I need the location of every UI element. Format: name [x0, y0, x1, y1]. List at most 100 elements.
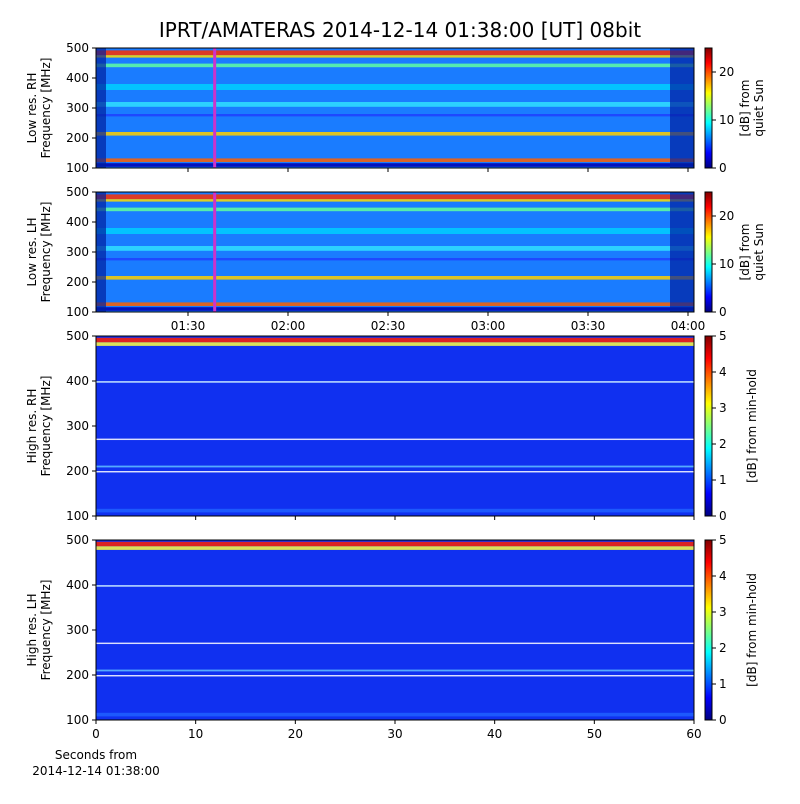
spectrogram-band — [96, 207, 694, 212]
x-tick-label: 60 — [686, 727, 701, 741]
y-tick-label: 400 — [66, 215, 89, 229]
spectrogram-band — [96, 228, 694, 234]
spectrogram-band — [96, 102, 694, 107]
colorbar-label: quiet Sun — [752, 223, 766, 280]
y-tick-label: 100 — [66, 713, 89, 727]
y-axis-label: Frequency [MHz] — [39, 376, 53, 477]
spectrogram-band — [96, 585, 694, 587]
y-tick-label: 300 — [66, 245, 89, 259]
colorbar-tick-label: 4 — [719, 365, 727, 379]
x-tick-label: 02:00 — [271, 319, 306, 333]
spectrogram-band — [96, 381, 694, 383]
spectrogram-edge — [96, 192, 106, 312]
colorbar-tick-label: 5 — [719, 329, 727, 343]
colorbar-tick-label: 3 — [719, 401, 727, 415]
colorbar-tick-label: 0 — [719, 161, 727, 175]
colorbar-label: [dB] from — [738, 224, 752, 281]
colorbar-tick-label: 2 — [719, 641, 727, 655]
y-axis-label: Low res. RH — [25, 73, 39, 144]
colorbar-tick-label: 4 — [719, 569, 727, 583]
x-tick-label: 50 — [587, 727, 602, 741]
spectrogram-band — [96, 132, 694, 136]
y-tick-label: 200 — [66, 131, 89, 145]
spectrogram-band — [96, 337, 694, 343]
spectrogram-band — [96, 50, 694, 56]
y-tick-label: 400 — [66, 71, 89, 85]
colorbar-tick-label: 20 — [719, 209, 734, 223]
colorbar-tick-label: 10 — [719, 113, 734, 127]
colorbar — [704, 191, 713, 313]
x-tick-label: 02:30 — [371, 319, 406, 333]
y-axis-label: Frequency [MHz] — [39, 58, 53, 159]
y-tick-label: 300 — [66, 419, 89, 433]
y-axis-label: Frequency [MHz] — [39, 580, 53, 681]
y-tick-label: 300 — [66, 623, 89, 637]
spectrogram-band — [96, 84, 694, 90]
y-tick-label: 300 — [66, 101, 89, 115]
colorbar-tick-label: 5 — [719, 533, 727, 547]
y-tick-label: 400 — [66, 374, 89, 388]
colorbar-tick-label: 0 — [719, 713, 727, 727]
y-axis-label: High res. RH — [25, 389, 39, 464]
colorbar — [704, 539, 713, 721]
spectrogram-band — [96, 276, 694, 280]
spectrogram-image — [96, 540, 694, 720]
y-tick-label: 500 — [66, 533, 89, 547]
y-tick-label: 100 — [66, 161, 89, 175]
spectrogram-band — [96, 55, 694, 58]
x-tick-label: 20 — [288, 727, 303, 741]
spectrogram-band — [96, 63, 694, 68]
spectrogram-band — [96, 258, 694, 261]
colorbar — [704, 47, 713, 169]
colorbar-tick-label: 1 — [719, 677, 727, 691]
spectrogram-band — [96, 508, 694, 513]
figure-title: IPRT/AMATERAS 2014-12-14 01:38:00 [UT] 0… — [159, 18, 641, 42]
spectrogram-image — [96, 336, 694, 516]
y-axis-label: Frequency [MHz] — [39, 202, 53, 303]
x-tick-label: 0 — [92, 727, 100, 741]
spectrogram-edge — [670, 192, 694, 312]
spectrogram-band — [96, 114, 694, 117]
colorbar-tick-label: 1 — [719, 473, 727, 487]
colorbar-label: quiet Sun — [752, 79, 766, 136]
y-tick-label: 500 — [66, 329, 89, 343]
x-tick-label: 30 — [387, 727, 402, 741]
spectrogram-band — [96, 158, 694, 162]
spectrogram-edge — [670, 48, 694, 168]
colorbar-tick-label: 0 — [719, 509, 727, 523]
spectrogram-edge — [96, 48, 106, 168]
y-axis-label: Low res. LH — [25, 217, 39, 286]
x-tick-label: 03:30 — [571, 319, 606, 333]
spectrogram-band — [96, 675, 694, 677]
y-axis-label: High res. LH — [25, 593, 39, 666]
colorbar-label: [dB] from min-hold — [745, 369, 759, 483]
colorbar-tick-label: 2 — [719, 437, 727, 451]
y-tick-label: 200 — [66, 464, 89, 478]
colorbar-tick-label: 20 — [719, 65, 734, 79]
x-tick-label: 40 — [487, 727, 502, 741]
x-tick-label: 10 — [188, 727, 203, 741]
x-tick-label: 04:00 — [671, 319, 706, 333]
spectrogram-band — [96, 163, 694, 167]
spectrogram-band — [96, 438, 694, 441]
spectrogram-band — [96, 342, 694, 346]
spectrogram-band — [96, 712, 694, 717]
colorbar — [704, 335, 713, 517]
colorbar-label: [dB] from — [738, 80, 752, 137]
y-tick-label: 400 — [66, 578, 89, 592]
spectrogram-band — [96, 669, 694, 672]
x-axis-label: 2014-12-14 01:38:00 — [32, 764, 159, 778]
y-tick-label: 500 — [66, 185, 89, 199]
x-tick-label: 03:00 — [471, 319, 506, 333]
y-tick-label: 100 — [66, 305, 89, 319]
spectrogram-band — [96, 546, 694, 550]
spectrogram-band — [96, 471, 694, 473]
x-tick-label: 01:30 — [171, 319, 206, 333]
x-axis-label: Seconds from — [55, 748, 137, 762]
spectrogram-band — [96, 302, 694, 306]
spectrogram-image — [96, 48, 694, 168]
y-tick-label: 100 — [66, 509, 89, 523]
y-tick-label: 200 — [66, 668, 89, 682]
colorbar-tick-label: 10 — [719, 257, 734, 271]
